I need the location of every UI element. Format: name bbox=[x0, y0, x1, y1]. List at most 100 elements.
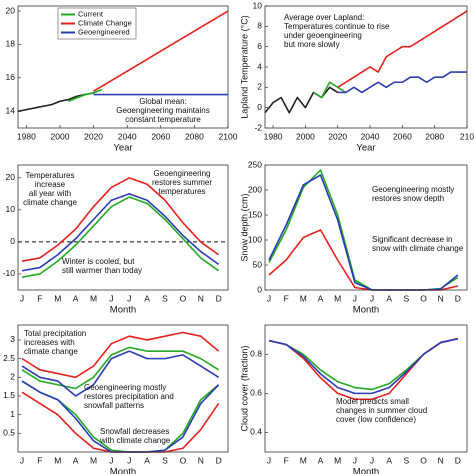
x-tick-label: S bbox=[162, 293, 168, 303]
y-tick-label: 16 bbox=[6, 72, 16, 82]
x-axis-label: Month bbox=[353, 467, 379, 474]
annotation: Global mean: bbox=[139, 97, 187, 106]
x-tick-label: A bbox=[144, 455, 150, 465]
series-line bbox=[21, 346, 220, 390]
annotation: restores summer bbox=[152, 178, 212, 187]
annotation: Average over Lapland: bbox=[284, 13, 364, 22]
x-tick-label: S bbox=[404, 293, 410, 303]
series-line bbox=[268, 337, 459, 395]
x-tick-label: M bbox=[300, 293, 307, 303]
series-line bbox=[268, 337, 459, 401]
annotation: Temperatures bbox=[26, 171, 75, 180]
x-tick-label: J bbox=[127, 455, 131, 465]
y-tick-label: 2 bbox=[10, 372, 15, 382]
x-tick-label: J bbox=[267, 293, 271, 303]
annotation: Geoengineering mostly bbox=[84, 383, 166, 392]
panel: 1980 2000 2020 2040 2060 2080 2100 14 16 18 20 Year… bbox=[6, 5, 238, 153]
x-tick-label: N bbox=[198, 455, 204, 465]
x-tick-label: M bbox=[54, 293, 61, 303]
x-tick-label: 210 bbox=[460, 131, 474, 141]
x-tick-label: 1980 bbox=[264, 131, 283, 141]
x-tick-label: A bbox=[318, 455, 324, 465]
x-tick-label: M bbox=[90, 293, 97, 303]
annotation: but more slowly bbox=[284, 40, 340, 49]
x-tick-label: 2100 bbox=[219, 131, 238, 141]
y-tick-label: 18 bbox=[6, 39, 16, 49]
x-tick-label: F bbox=[37, 293, 42, 303]
x-tick-label: M bbox=[334, 455, 341, 465]
x-tick-label: J bbox=[353, 293, 357, 303]
plot-frame bbox=[17, 5, 229, 129]
annotation: changes in summer cloud bbox=[336, 406, 427, 415]
x-tick-label: O bbox=[420, 455, 427, 465]
x-tick-label: J bbox=[20, 293, 24, 303]
annotation: snow with climate change bbox=[372, 244, 464, 253]
annotation: Model predicts small bbox=[336, 397, 409, 406]
plot-frame bbox=[264, 5, 468, 129]
y-tick-label: 14 bbox=[6, 106, 16, 116]
annotation: Temperatures continue to rise bbox=[284, 22, 390, 31]
legend-label: Climate Change bbox=[78, 18, 132, 27]
x-tick-label: N bbox=[198, 293, 204, 303]
annotation: Snowfall decreases bbox=[100, 427, 169, 436]
x-tick-label: 2020 bbox=[84, 131, 103, 141]
annotation: Geoengineering mostly bbox=[372, 185, 454, 194]
x-tick-label: J bbox=[109, 455, 113, 465]
annotation: Geoengineering maintains bbox=[116, 106, 209, 115]
x-tick-label: F bbox=[284, 455, 289, 465]
plot-frame bbox=[264, 164, 468, 291]
series-line bbox=[21, 350, 220, 397]
x-tick-label: D bbox=[455, 455, 461, 465]
annotation: increase bbox=[35, 180, 66, 189]
x-tick-label: 1980 bbox=[17, 131, 36, 141]
x-tick-label: S bbox=[162, 455, 168, 465]
annotation: Winter is cooled, but bbox=[62, 257, 135, 266]
y-tick-label: 10 bbox=[6, 204, 16, 214]
x-tick-label: M bbox=[54, 455, 61, 465]
panel: 1980 2000 2020 2040 2060 2080 210 -2 0 2 4 6 8 10 Year… bbox=[239, 0, 474, 153]
y-tick-label: 2 bbox=[257, 82, 262, 92]
legend-label: Current bbox=[78, 9, 104, 18]
y-tick-label: 0 bbox=[257, 284, 262, 294]
series-line bbox=[264, 86, 339, 114]
x-tick-label: A bbox=[73, 293, 79, 303]
x-tick-label: S bbox=[404, 455, 410, 465]
series-line bbox=[268, 337, 459, 391]
y-tick-label: 0 bbox=[257, 102, 262, 112]
annotation: cover (low confidence) bbox=[336, 415, 416, 424]
series-line bbox=[21, 193, 220, 272]
x-tick-label: 2020 bbox=[328, 131, 347, 141]
annotation: all year with bbox=[29, 189, 71, 198]
y-tick-label: 6 bbox=[257, 41, 262, 51]
x-tick-label: 2040 bbox=[118, 131, 137, 141]
series-line bbox=[68, 88, 103, 103]
x-tick-label: M bbox=[300, 455, 307, 465]
x-tick-label: 2080 bbox=[185, 131, 204, 141]
annotation: restores snow depth bbox=[372, 194, 444, 203]
x-tick-label: D bbox=[455, 293, 461, 303]
annotation: restores precipitation and bbox=[84, 392, 174, 401]
y-tick-label: 2.5 bbox=[3, 353, 15, 363]
x-tick-label: J bbox=[370, 455, 374, 465]
x-tick-label: 2040 bbox=[361, 131, 380, 141]
x-tick-label: 2000 bbox=[296, 131, 315, 141]
y-tick-label: 8 bbox=[257, 21, 262, 31]
x-axis-label: Month bbox=[353, 305, 379, 316]
x-tick-label: O bbox=[420, 293, 427, 303]
annotation: climate change bbox=[24, 347, 78, 356]
x-tick-label: 2000 bbox=[51, 131, 70, 141]
plot-frame bbox=[17, 324, 229, 453]
y-axis-label: Snow depth (cm) bbox=[239, 193, 249, 261]
y-tick-label: 0 bbox=[10, 236, 15, 246]
annotation: with climate change bbox=[99, 436, 171, 445]
annotation: Total precipitation bbox=[24, 329, 86, 338]
annotation: increases with bbox=[24, 338, 75, 347]
series-line bbox=[21, 331, 220, 379]
y-tick-label: 100 bbox=[248, 234, 262, 244]
x-tick-label: J bbox=[127, 293, 131, 303]
x-tick-label: M bbox=[334, 293, 341, 303]
y-tick-label: 4 bbox=[257, 61, 262, 71]
plot-frame bbox=[17, 164, 229, 291]
x-axis-label: Month bbox=[110, 305, 136, 316]
